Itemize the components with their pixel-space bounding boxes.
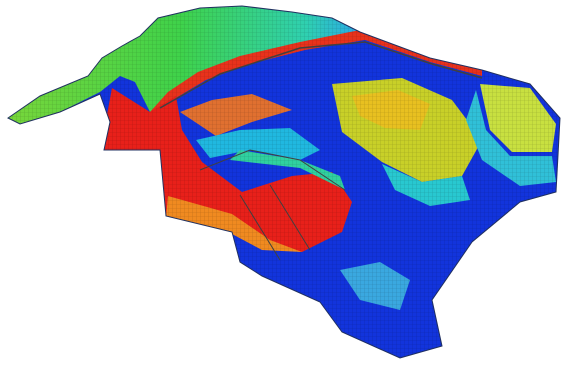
mesh-grid [0,0,567,365]
page [0,0,567,365]
contour-map [0,0,567,365]
map-body [0,0,567,365]
